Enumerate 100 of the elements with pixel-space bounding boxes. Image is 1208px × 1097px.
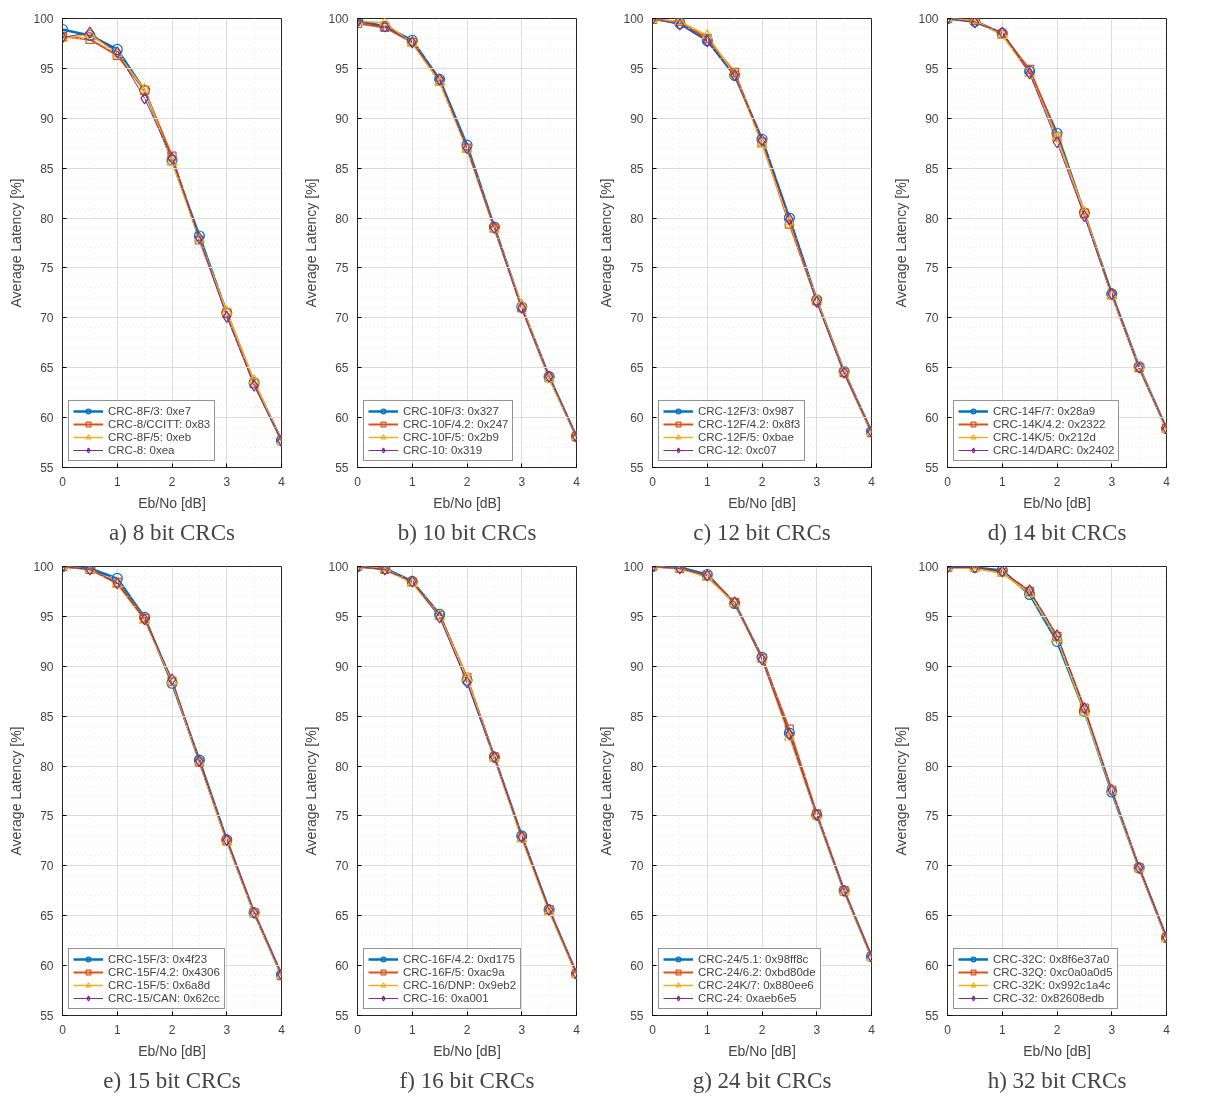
x-tick-label: 4 (868, 1022, 876, 1037)
y-tick-label: 75 (335, 261, 349, 276)
x-tick-label: 3 (1108, 474, 1116, 489)
y-tick-label: 65 (925, 909, 939, 924)
text: d) 14 bit CRCs (987, 519, 1127, 545)
legend-label: CRC-14/DARC: 0x2402 (993, 444, 1115, 456)
y-tick-label: 60 (925, 959, 939, 974)
y-tick-label: 95 (335, 609, 349, 624)
y-tick-label: 80 (40, 211, 54, 226)
x-tick-label: 3 (223, 1022, 231, 1037)
y-tick-label: 90 (630, 659, 644, 674)
legend-label: CRC-24: 0xaeb6e5 (698, 992, 797, 1004)
legend-label: CRC-16/DNP: 0x9eb2 (403, 979, 517, 991)
y-tick-label: 70 (925, 859, 939, 874)
x-tick-label: 3 (1108, 1022, 1116, 1037)
x-tick-label: 0 (944, 474, 952, 489)
y-tick-label: 60 (335, 959, 349, 974)
y-tick-label: 60 (630, 959, 644, 974)
x-tick-label: 0 (649, 474, 657, 489)
y-tick-label: 70 (40, 859, 54, 874)
y-tick-label: 100 (33, 560, 54, 574)
y-tick-label: 60 (335, 411, 349, 426)
x-tick-label: 4 (278, 1022, 286, 1037)
x-tick-label: 4 (573, 474, 581, 489)
y-tick-label: 55 (40, 461, 54, 475)
y-tick-label: 95 (925, 61, 939, 76)
legend-label: CRC-12F/3: 0x987 (698, 405, 794, 417)
y-tick-label: 55 (335, 461, 349, 475)
y-tick-label: 90 (925, 111, 939, 126)
legend-label: CRC-16F/4.2: 0xd175 (403, 953, 515, 965)
x-tick-label: 0 (59, 474, 67, 489)
y-tick-label: 70 (335, 311, 349, 326)
x-tick-label: 4 (1163, 1022, 1171, 1037)
y-tick-label: 75 (925, 261, 939, 276)
y-tick-label: 55 (925, 461, 939, 475)
legend-label: CRC-12: 0xc07 (698, 444, 777, 456)
y-tick-label: 90 (335, 659, 349, 674)
y-tick-label: 80 (630, 211, 644, 226)
y-tick-label: 80 (630, 759, 644, 774)
y-axis-title: Average Latency [%] (598, 726, 615, 856)
legend-label: CRC-16F/5: 0xac9a (403, 966, 505, 978)
x-tick-label: 2 (463, 1022, 471, 1037)
x-tick-label: 1 (998, 474, 1006, 489)
y-tick-label: 90 (335, 111, 349, 126)
y-tick-label: 70 (40, 311, 54, 326)
y-tick-label: 75 (40, 261, 54, 276)
legend-label: CRC-15F/5: 0x6a8d (108, 979, 211, 991)
y-tick-label: 70 (630, 859, 644, 874)
y-axis-title: Average Latency [%] (8, 726, 25, 856)
y-axis-title: Average Latency [%] (303, 726, 320, 856)
x-tick-label: 2 (758, 1022, 766, 1037)
x-tick-label: 1 (113, 474, 121, 489)
legend-label: CRC-10F/3: 0x327 (403, 405, 499, 417)
x-tick-label: 2 (168, 1022, 176, 1037)
x-tick-label: 2 (168, 474, 176, 489)
y-tick-label: 60 (630, 411, 644, 426)
legend-label: CRC-10F/4.2: 0x247 (403, 418, 509, 430)
y-tick-label: 80 (925, 211, 939, 226)
x-tick-label: 3 (518, 474, 526, 489)
x-tick-label: 1 (703, 1022, 711, 1037)
y-tick-label: 85 (40, 709, 54, 724)
x-tick-label: 2 (1053, 474, 1061, 489)
legend-label: CRC-15F/4.2: 0x4306 (108, 966, 220, 978)
x-tick-label: 3 (813, 474, 821, 489)
y-tick-label: 100 (918, 12, 939, 26)
y-tick-label: 70 (335, 859, 349, 874)
x-tick-label: 4 (868, 474, 876, 489)
legend-label: CRC-15F/3: 0x4f23 (108, 953, 208, 965)
legend-label: CRC-8: 0xea (108, 444, 175, 456)
y-tick-label: 65 (630, 909, 644, 924)
y-tick-label: 75 (40, 809, 54, 824)
x-tick-label: 4 (1163, 474, 1171, 489)
text: g) 24 bit CRCs (692, 1067, 832, 1093)
legend-label: CRC-24/6.2: 0xbd80de (698, 966, 816, 978)
x-tick-label: 0 (944, 1022, 952, 1037)
y-tick-label: 90 (40, 659, 54, 674)
y-tick-label: 85 (40, 161, 54, 176)
legend-label: CRC-24K/7: 0x880ee6 (698, 979, 814, 991)
y-tick-label: 75 (925, 809, 939, 824)
y-tick-label: 90 (925, 659, 939, 674)
y-tick-label: 95 (925, 609, 939, 624)
x-tick-label: 0 (649, 1022, 657, 1037)
x-axis-title: Eb/No [dB] (1023, 494, 1091, 511)
legend-label: CRC-8F/3: 0xe7 (108, 405, 192, 417)
y-tick-label: 95 (40, 61, 54, 76)
x-axis-title: Eb/No [dB] (1023, 1042, 1091, 1059)
x-axis-title: Eb/No [dB] (433, 1042, 501, 1059)
y-tick-label: 90 (630, 111, 644, 126)
y-tick-label: 100 (918, 560, 939, 574)
y-tick-label: 55 (630, 461, 644, 475)
x-tick-label: 1 (998, 1022, 1006, 1037)
y-tick-label: 85 (630, 709, 644, 724)
y-tick-label: 55 (40, 1009, 54, 1023)
y-tick-label: 70 (925, 311, 939, 326)
y-tick-label: 65 (40, 361, 54, 376)
text: h) 32 bit CRCs (987, 1067, 1127, 1093)
y-tick-label: 100 (623, 560, 644, 574)
y-tick-label: 80 (335, 759, 349, 774)
y-tick-label: 80 (335, 211, 349, 226)
y-tick-label: 65 (925, 361, 939, 376)
